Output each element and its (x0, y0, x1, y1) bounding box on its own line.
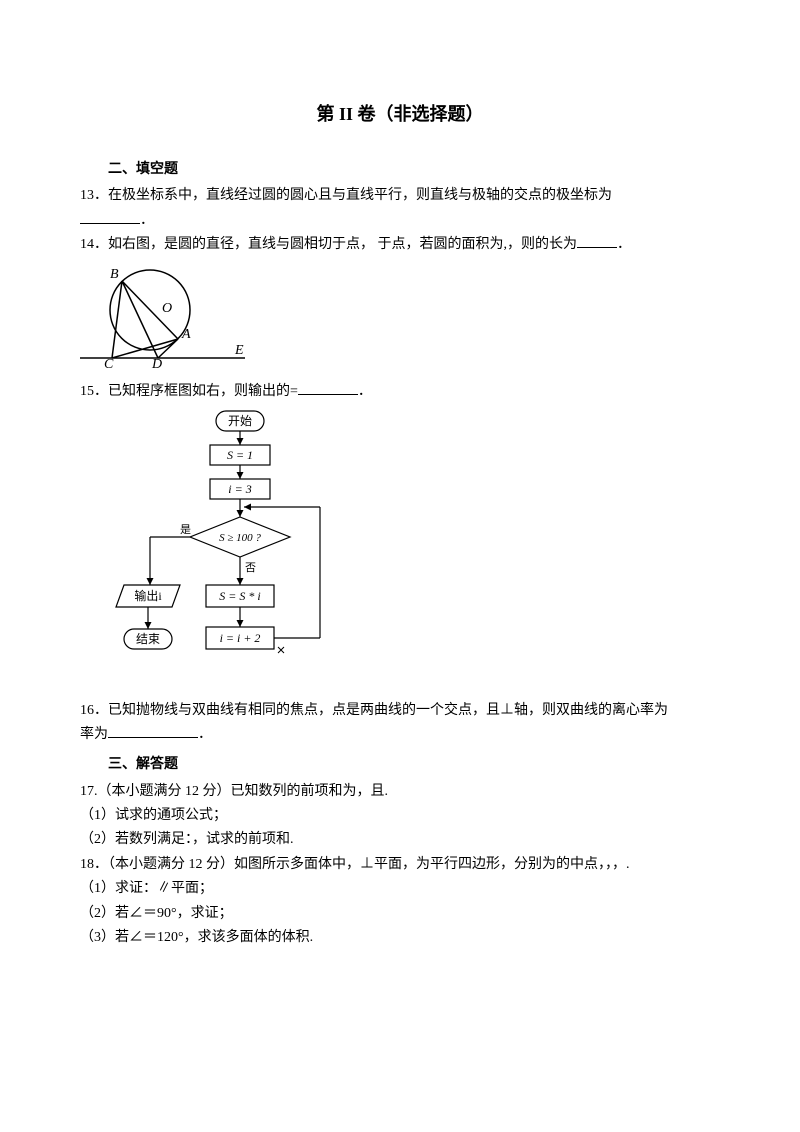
q14-suffix: ． (617, 237, 631, 252)
s1-label: S = 1 (227, 448, 253, 462)
cond-label: S ≥ 100 ? (219, 532, 261, 544)
label-e: E (234, 343, 244, 358)
q16-prefix: 率为 (80, 727, 108, 742)
circle-figure: B O A C D E (80, 260, 720, 376)
page-title: 第 II 卷（非选择题） (80, 100, 720, 129)
q15-text: 15．已知程序框图如右，则输出的= (80, 384, 298, 399)
q16-suffix: ． (198, 727, 212, 742)
label-c: C (104, 357, 114, 368)
question-13: 13．在极坐标系中，直线经过圆的圆心且与直线平行，则直线与极轴的交点的极坐标为 (80, 185, 720, 207)
ii2-label: i = i + 2 (220, 631, 261, 645)
output-label: 输出i (134, 588, 162, 603)
q13-text: 13．在极坐标系中，直线经过圆的圆心且与直线平行，则直线与极轴的交点的极坐标为 (80, 188, 612, 203)
q15-suffix: ． (358, 384, 372, 399)
q16-text: 16．已知抛物线与双曲线有相同的焦点，点是两曲线的一个交点，且⊥轴，则双曲线的离… (80, 703, 668, 718)
question-17: 17.（本小题满分 12 分）已知数列的前项和为，且. (80, 781, 720, 803)
q14-blank (577, 234, 617, 248)
question-18: 18．（本小题满分 12 分）如图所示多面体中，⊥平面，为平行四边形，分别为的中… (80, 854, 720, 876)
question-17-2: （2）若数列满足：，试求的前项和. (80, 829, 720, 851)
section-2-header: 二、填空题 (80, 159, 720, 181)
section-3-header: 三、解答题 (80, 754, 720, 776)
label-a: A (181, 327, 191, 342)
question-14: 14．如右图，是圆的直径，直线与圆相切于点， 于点，若圆的面积为,，则的长为 ． (80, 234, 720, 256)
label-o: O (162, 301, 172, 316)
question-16: 16．已知抛物线与双曲线有相同的焦点，点是两曲线的一个交点，且⊥轴，则双曲线的离… (80, 700, 720, 722)
label-b: B (110, 267, 119, 282)
question-18-1: （1）求证：∥平面； (80, 878, 720, 900)
flowchart-figure: 开始 S = 1 i = 3 S ≥ 100 ? 是 输出i 结束 否 S = … (110, 407, 720, 695)
mark-icon (278, 647, 284, 653)
q16-blank (108, 724, 198, 738)
q14-text: 14．如右图，是圆的直径，直线与圆相切于点， 于点，若圆的面积为,，则的长为 (80, 237, 577, 252)
start-label: 开始 (228, 414, 252, 428)
q13-suffix: ． (140, 213, 154, 228)
question-18-2: （2）若∠＝90°，求证； (80, 903, 720, 925)
yes-label: 是 (180, 523, 191, 536)
label-d: D (151, 357, 162, 368)
ssi-label: S = S * i (219, 589, 260, 603)
q15-blank (298, 381, 358, 395)
no-label: 否 (245, 562, 256, 574)
question-13-blank-line: ． (80, 210, 720, 232)
question-16-blank-line: 率为 ． (80, 724, 720, 746)
q13-blank (80, 210, 140, 224)
question-18-3: （3）若∠＝120°，求该多面体的体积. (80, 927, 720, 949)
end-label: 结束 (136, 632, 160, 646)
question-17-1: （1）试求的通项公式； (80, 805, 720, 827)
i3-label: i = 3 (228, 482, 251, 496)
question-15: 15．已知程序框图如右，则输出的= ． (80, 381, 720, 403)
